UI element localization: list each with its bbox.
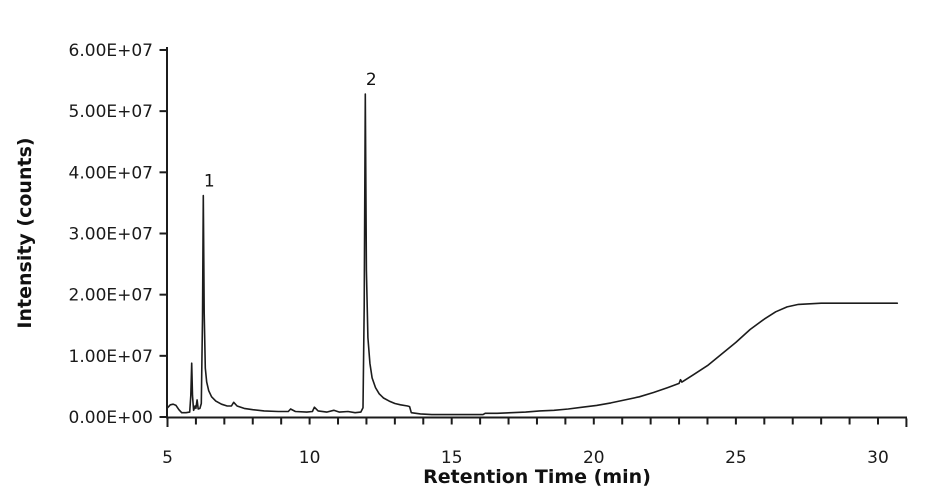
- peak-label: 1: [204, 172, 215, 192]
- x-tick-label: 25: [725, 448, 747, 468]
- y-tick-label: 0.00E+00: [69, 408, 153, 428]
- chromatogram-trace: [166, 93, 899, 416]
- x-axis-title: Retention Time (min): [423, 466, 651, 488]
- x-tick-label: 30: [867, 448, 889, 468]
- y-tick-label: 2.00E+07: [69, 286, 153, 306]
- y-tick-label: 4.00E+07: [69, 163, 153, 183]
- peak-label: 2: [366, 70, 377, 90]
- x-ticks-group: [166, 418, 908, 427]
- y-tick-label: 5.00E+07: [69, 102, 153, 122]
- x-tick-label: 10: [299, 448, 321, 468]
- y-tick-labels-group: 0.00E+00 1.00E+07 2.00E+07 3.00E+07 4.00E+07…: [69, 41, 153, 428]
- y-tick-label: 6.00E+07: [69, 41, 153, 61]
- y-axis-title: Intensity (counts): [14, 137, 36, 328]
- y-ticks-group: [159, 48, 167, 418]
- x-tick-labels-group: 5 10 15 20 25 30: [162, 448, 889, 468]
- x-tick-label: 5: [162, 448, 173, 468]
- peak-annotations-group: 12: [204, 70, 377, 192]
- y-tick-label: 3.00E+07: [69, 224, 153, 244]
- x-tick-label: 15: [441, 448, 463, 468]
- y-tick-label: 1.00E+07: [69, 347, 153, 367]
- x-tick-label: 20: [583, 448, 605, 468]
